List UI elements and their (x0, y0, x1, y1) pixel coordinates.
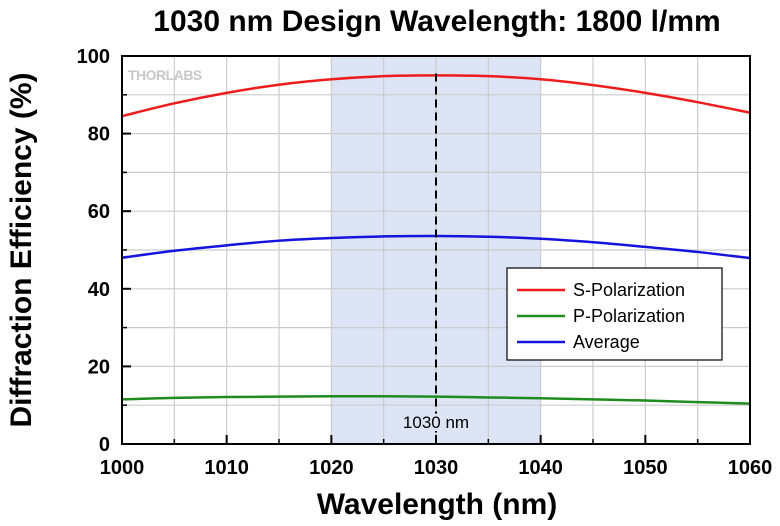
x-tick-label: 1060 (728, 457, 773, 479)
x-tick-label: 1010 (204, 457, 249, 479)
series-line-p-polarization (121, 394, 751, 405)
y-axis-title: Diffraction Efficiency (%) (5, 72, 38, 427)
x-tick-label: 1020 (309, 457, 354, 479)
y-tick-label: 100 (77, 46, 110, 68)
y-tick-label: 40 (88, 279, 110, 301)
y-tick-label: 0 (99, 434, 110, 456)
x-tick-label: 1050 (623, 457, 668, 479)
y-tick-label: 60 (88, 201, 110, 223)
y-tick-label: 20 (88, 356, 110, 378)
x-axis-title: Wavelength (nm) (317, 488, 558, 521)
design-wavelength-marker-layer: 1030 nm (400, 73, 472, 444)
axis-ticks-layer: 1000 1010 1020 1030 1040 1050 1060 0 20 40 60 80 100 (77, 46, 773, 479)
design-wavelength-label: 1030 nm (403, 413, 469, 432)
x-tick-label: 1030 (414, 457, 459, 479)
chart-title: 1030 nm Design Wavelength: 1800 l/mm (153, 5, 720, 38)
legend: S-Polarization P-Polarization Average (506, 267, 723, 361)
legend-label-average: Average (573, 332, 640, 352)
legend-label-p-polarization: P-Polarization (573, 306, 685, 326)
legend-box (506, 267, 723, 361)
legend-label-s-polarization: S-Polarization (573, 280, 685, 300)
y-tick-label: 80 (88, 124, 110, 146)
watermark-logo: THORLABS (128, 67, 202, 83)
x-tick-label: 1040 (518, 457, 563, 479)
x-tick-label: 1000 (100, 457, 145, 479)
